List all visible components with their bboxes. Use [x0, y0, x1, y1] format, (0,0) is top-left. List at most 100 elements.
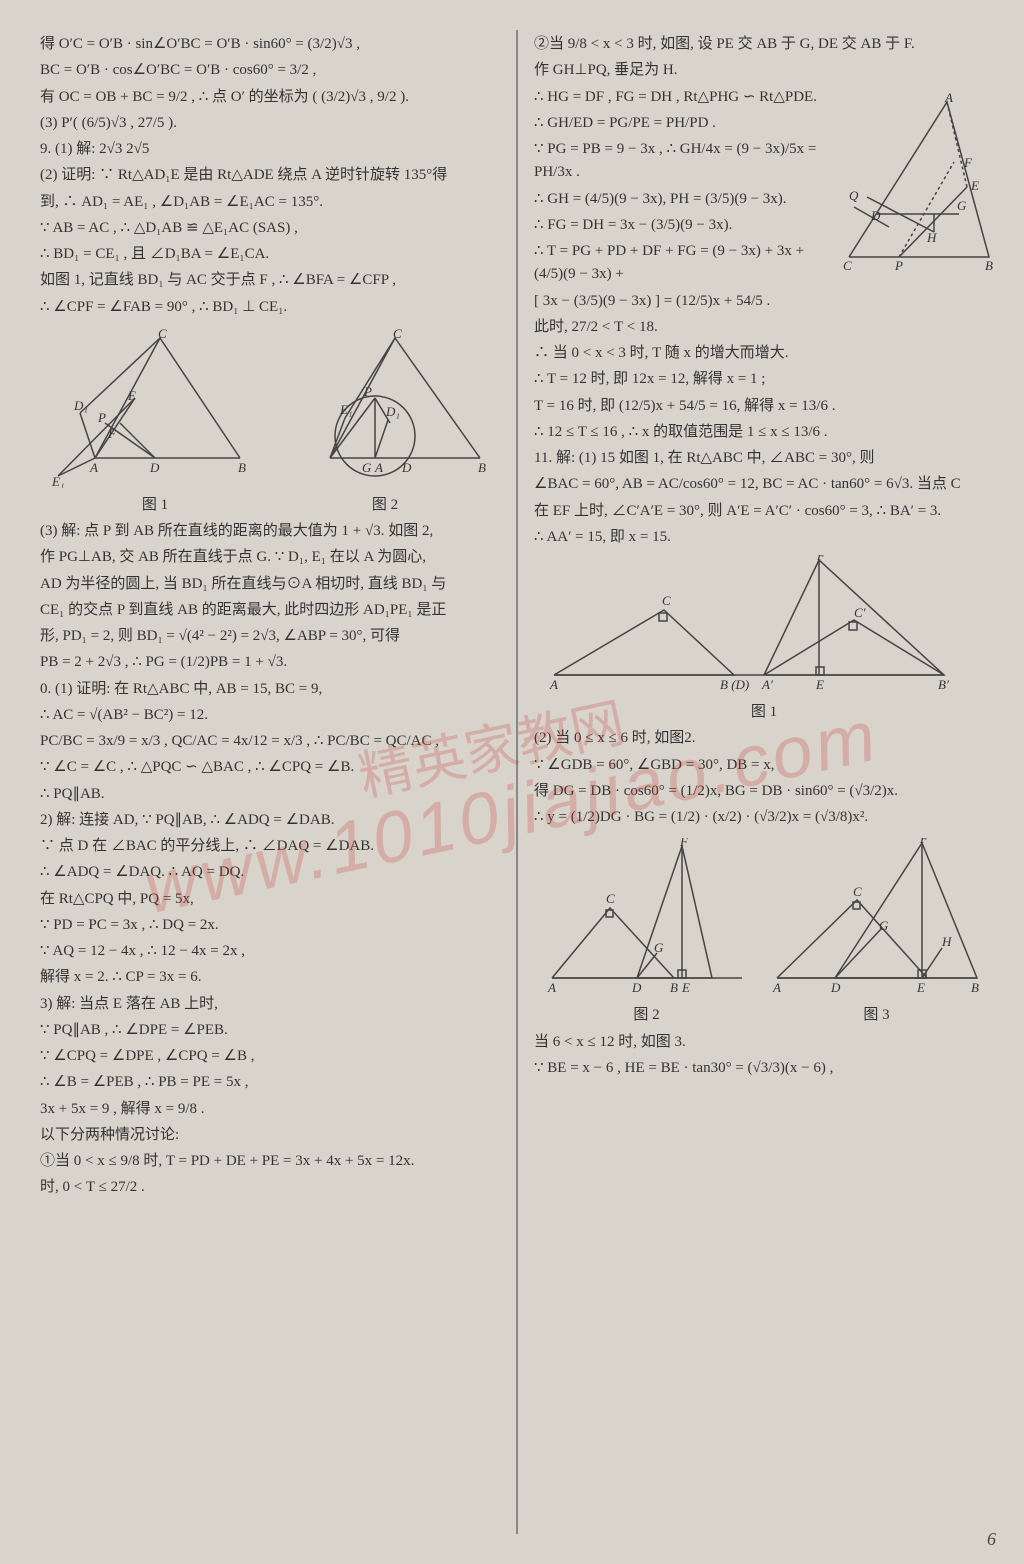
svg-text:A: A [89, 460, 98, 475]
text-line: ∵ ∠CPQ = ∠DPE , ∠CPQ = ∠B , [40, 1045, 500, 1068]
column-divider [516, 30, 518, 1534]
text-line: [ 3x − (3/5)(9 − 3x) ] = (12/5)x + 54/5 … [534, 290, 994, 313]
text-line: 9. (1) 解: 2√3 2√5 [40, 138, 500, 161]
text-line: 得 O′C = O′B · sin∠O′BC = O′B · sin60° = … [40, 33, 500, 56]
svg-text:F: F [107, 426, 117, 441]
text-line: 有 OC = OB + BC = 9/2 , ∴ 点 O′ 的坐标为 ( (3/… [40, 86, 500, 109]
svg-text:F: F [679, 838, 689, 849]
svg-text:H: H [941, 934, 952, 949]
svg-text:C: C [158, 328, 167, 341]
svg-text:E: E [970, 178, 979, 193]
text-line: ∴ 12 ≤ T ≤ 16 , ∴ x 的取值范围是 1 ≤ x ≤ 13/6 … [534, 421, 994, 444]
text-line: CE₁ 的交点 P 到直线 AB 的距离最大, 此时四边形 AD₁PE₁ 是正 [40, 599, 500, 622]
figure-group-2: C F G A D B E 图 2 [534, 832, 994, 1027]
text-line: ∴ T = 12 时, 即 12x = 12, 解得 x = 1 ; [534, 368, 994, 391]
svg-text:A: A [772, 980, 781, 995]
svg-text:C′: C′ [854, 605, 866, 620]
figure-11-2: C F G A D B E [542, 838, 752, 998]
text-line: 此时, 27/2 < T < 18. [534, 316, 994, 339]
text-line: 3) 解: 当点 E 落在 AB 上时, [40, 993, 500, 1016]
text-line: ∴ AC = √(AB² − BC²) = 12. [40, 704, 500, 727]
svg-text:G: G [362, 460, 372, 475]
text-line: 得 DG = DB · cos60° = (1/2)x, BG = DB · s… [534, 780, 994, 803]
text-line: (2) 当 0 ≤ x ≤ 6 时, 如图2. [534, 727, 994, 750]
text-line: 以下分两种情况讨论: [40, 1124, 500, 1147]
text-line: T = 16 时, 即 (12/5)x + 54/5 = 16, 解得 x = … [534, 395, 994, 418]
svg-text:F: F [919, 838, 929, 846]
text-line: PC/BC = 3x/9 = x/3 , QC/AC = 4x/12 = x/3… [40, 730, 500, 753]
text-line: 在 EF 上时, ∠C′A′E = 30°, 则 A′E = A′C′ · co… [534, 500, 994, 523]
text-line: 解得 x = 2. ∴ CP = 3x = 6. [40, 966, 500, 989]
figure-caption: 图 2 [542, 1004, 752, 1027]
svg-text:P: P [97, 410, 106, 425]
svg-text:B: B [238, 460, 246, 475]
svg-text:A: A [944, 92, 953, 105]
svg-text:P: P [894, 258, 903, 273]
svg-text:A: A [547, 980, 556, 995]
svg-text:H: H [926, 230, 937, 245]
text-line: ∵ AB = AC , ∴ △D₁AB ≌ △E₁AC (SAS) , [40, 217, 500, 240]
text-line: 形, PD₁ = 2, 则 BD₁ = √(4² − 2²) = 2√3, ∠A… [40, 625, 500, 648]
svg-text:B′: B′ [938, 677, 949, 692]
figure-caption: 图 3 [767, 1004, 987, 1027]
text-line: 当 6 < x ≤ 12 时, 如图 3. [534, 1031, 994, 1054]
text-line: (3) 解: 点 P 到 AB 所在直线的距离的最大值为 1 + √3. 如图 … [40, 520, 500, 543]
text-line: AD 为半径的圆上, 当 BD₁ 所在直线与⊙A 相切时, 直线 BD₁ 与 [40, 573, 500, 596]
text-line: PB = 2 + 2√3 , ∴ PG = (1/2)PB = 1 + √3. [40, 651, 500, 674]
svg-text:A: A [549, 677, 558, 692]
svg-text:B: B [971, 980, 979, 995]
text-line: BC = O′B · cos∠O′BC = O′B · cos60° = 3/2… [40, 59, 500, 82]
svg-text:E: E [916, 980, 925, 995]
text-line: (3) P′( (6/5)√3 , 27/5 ). [40, 112, 500, 135]
text-line: ∴ 当 0 < x < 3 时, T 随 x 的增大而增大. [534, 342, 994, 365]
figure-11-3: C F G H A D E B [767, 838, 987, 998]
text-line: ∵ ∠GDB = 60°, ∠GBD = 30°, DB = x, [534, 754, 994, 777]
svg-text:C: C [393, 328, 402, 341]
svg-text:A: A [374, 460, 383, 475]
text-line: ∵ PQ∥AB , ∴ ∠DPE = ∠PEB. [40, 1019, 500, 1042]
svg-text:B: B [478, 460, 486, 475]
svg-text:E: E [127, 388, 136, 403]
figure-caption: 图 1 [534, 701, 994, 724]
svg-text:D: D [149, 460, 160, 475]
svg-text:B: B [985, 258, 993, 273]
figure-1: C D₁ P E F A D B E₁ [50, 328, 260, 488]
svg-text:D₁: D₁ [73, 398, 88, 413]
svg-text:A′: A′ [761, 677, 773, 692]
svg-text:G: G [879, 918, 889, 933]
svg-text:D: D [631, 980, 642, 995]
text-line: ∴ BD₁ = CE₁ , 且 ∠D₁BA = ∠E₁CA. [40, 243, 500, 266]
text-line: 时, 0 < T ≤ 27/2 . [40, 1176, 500, 1199]
svg-text:G: G [957, 198, 967, 213]
figure-caption: 图 2 [280, 494, 490, 517]
svg-text:D: D [870, 208, 881, 223]
text-line: ∴ ∠ADQ = ∠DAQ. ∴ AQ = DQ. [40, 861, 500, 884]
svg-text:G: G [654, 940, 664, 955]
text-line: ∵ ∠C = ∠C , ∴ △PQC ∽ △BAC , ∴ ∠CPQ = ∠B. [40, 756, 500, 779]
svg-text:E₁: E₁ [339, 402, 352, 417]
svg-text:C: C [606, 891, 615, 906]
svg-text:B (D): B (D) [720, 677, 749, 692]
svg-text:P: P [363, 384, 372, 399]
svg-text:E: E [815, 677, 824, 692]
text-line: ∴ y = (1/2)DG · BG = (1/2) · (x/2) · (√3… [534, 806, 994, 829]
text-line: ①当 0 < x ≤ 9/8 时, T = PD + DE + PE = 3x … [40, 1150, 500, 1173]
figure-right-inset: A F E G Q D H C P B [839, 86, 994, 283]
svg-text:C: C [662, 593, 671, 608]
svg-text:D₁: D₁ [385, 404, 400, 419]
svg-text:B: B [670, 980, 678, 995]
right-column: ②当 9/8 < x < 3 时, 如图, 设 PE 交 AB 于 G, DE … [524, 30, 1004, 1534]
svg-text:E: E [681, 980, 690, 995]
svg-text:Q: Q [849, 188, 859, 203]
text-line: 0. (1) 证明: 在 Rt△ABC 中, AB = 15, BC = 9, [40, 678, 500, 701]
text-line: ∴ PQ∥AB. [40, 783, 500, 806]
svg-text:C: C [843, 258, 852, 273]
text-line: 作 GH⊥PQ, 垂足为 H. [534, 59, 994, 82]
text-line: 在 Rt△CPQ 中, PQ = 5x, [40, 888, 500, 911]
text-line: 3x + 5x = 9 , 解得 x = 9/8 . [40, 1098, 500, 1121]
text-line: ∵ 点 D 在 ∠BAC 的平分线上, ∴ ∠DAQ = ∠DAB. [40, 835, 500, 858]
svg-text:E₁: E₁ [51, 474, 64, 488]
figure-11-1: C F C′ A B (D) A′ E B′ 图 1 [534, 555, 994, 724]
text-line: ∴ ∠CPF = ∠FAB = 90° , ∴ BD₁ ⊥ CE₁. [40, 296, 500, 319]
text-line: ∵ AQ = 12 − 4x , ∴ 12 − 4x = 2x , [40, 940, 500, 963]
